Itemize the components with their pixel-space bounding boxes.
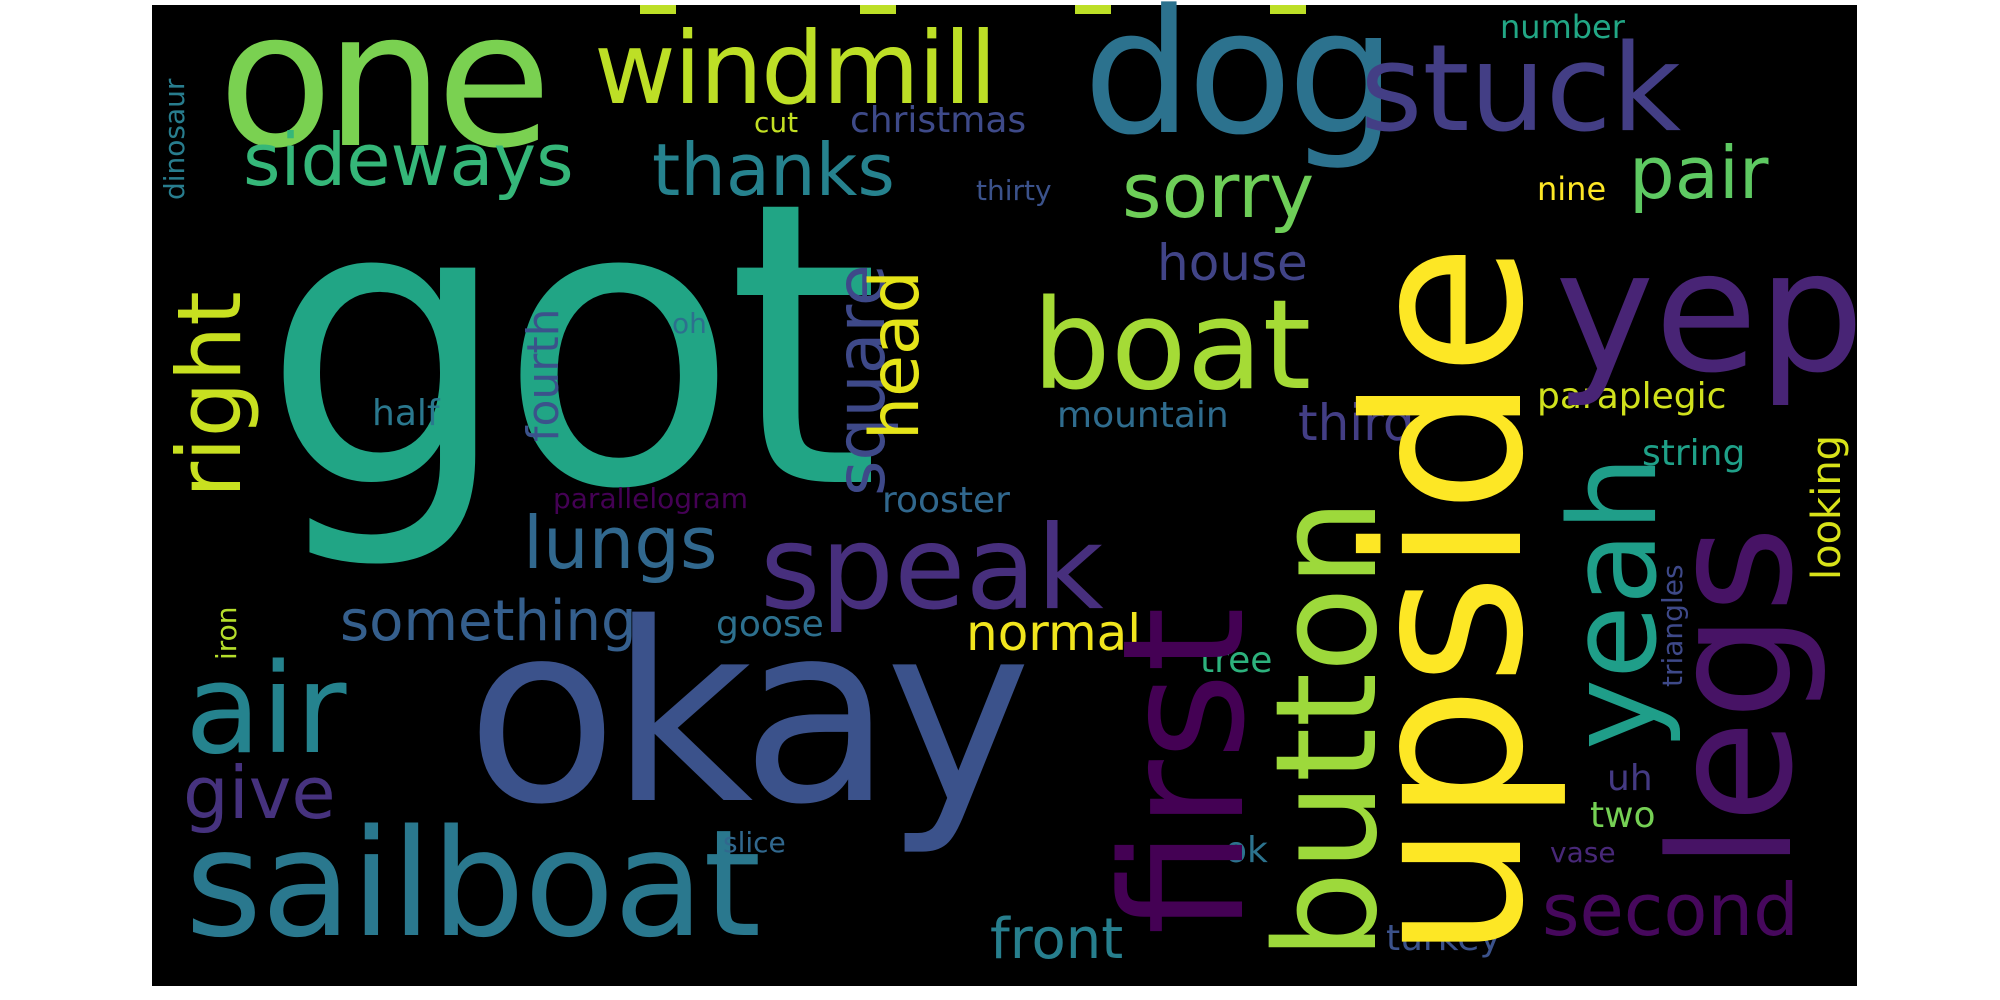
word-thanks: thanks xyxy=(652,128,895,212)
word-head: head xyxy=(856,270,935,440)
word-tree: tree xyxy=(1200,640,1272,681)
word-dog: dog xyxy=(1083,0,1392,173)
word-boat: boat xyxy=(1032,274,1311,418)
word-pair: pair xyxy=(1629,131,1769,215)
word-triangles: triangles xyxy=(1656,564,1689,687)
word-goose: goose xyxy=(716,604,824,645)
word-dinosaur: dinosaur xyxy=(158,78,191,200)
word-turkey: turkey xyxy=(1386,918,1501,959)
word-parallelogram: parallelogram xyxy=(553,482,748,515)
word-second: second xyxy=(1542,868,1799,952)
word-iron: iron xyxy=(210,606,243,660)
word-windmill: windmill xyxy=(594,10,995,127)
word-right: right xyxy=(158,291,261,498)
word-christmas: christmas xyxy=(850,100,1026,141)
cropped-word-fragment xyxy=(1270,5,1306,14)
word-normal: normal xyxy=(966,604,1141,662)
word-sorry: sorry xyxy=(1122,146,1314,235)
word-speak: speak xyxy=(760,501,1104,636)
word-lungs: lungs xyxy=(523,501,717,585)
word-nine: nine xyxy=(1537,170,1606,208)
cropped-word-fragment xyxy=(860,5,896,14)
word-two: two xyxy=(1590,795,1656,836)
word-number: number xyxy=(1500,8,1626,46)
cloud-background xyxy=(152,5,1857,986)
word-sideways: sideways xyxy=(243,118,574,202)
word-slice: slice xyxy=(723,826,786,859)
word-okay: okay xyxy=(466,571,1025,859)
word-legs: legs xyxy=(1634,526,1830,870)
word-button: button xyxy=(1246,498,1409,960)
word-front: front xyxy=(990,907,1123,972)
word-thirty: thirty xyxy=(976,174,1052,207)
word-rooster: rooster xyxy=(882,480,1010,521)
cropped-word-fragment xyxy=(640,5,676,14)
word-oh: oh xyxy=(672,307,707,340)
word-give: give xyxy=(183,751,336,835)
word-air: air xyxy=(185,638,346,782)
word-yeah: yeah xyxy=(1545,456,1684,750)
word-house: house xyxy=(1157,234,1308,292)
word-something: something xyxy=(340,589,637,654)
word-ok: ok xyxy=(1225,830,1268,871)
word-paraplegic: paraplegic xyxy=(1537,376,1726,417)
word-third: third xyxy=(1298,394,1415,452)
word-first: first xyxy=(1086,607,1282,935)
word-sailboat: sailboat xyxy=(185,798,760,970)
word-stuck: stuck xyxy=(1360,20,1682,159)
word-upside: upside xyxy=(1320,243,1571,960)
word-string: string xyxy=(1642,433,1745,474)
word-got: got xyxy=(262,119,874,575)
word-yep: yep xyxy=(1555,214,1864,410)
word-fourth: fourth xyxy=(518,308,569,442)
word-one: one xyxy=(218,0,544,190)
word-cut: cut xyxy=(754,106,798,139)
word-vase: vase xyxy=(1550,836,1616,869)
word-uh: uh xyxy=(1607,758,1653,799)
word-mountain: mountain xyxy=(1057,395,1229,436)
word-looking: looking xyxy=(1804,435,1850,580)
word-square: square xyxy=(822,264,901,496)
cropped-word-fragment xyxy=(1075,5,1111,14)
word-half: half xyxy=(372,393,441,434)
